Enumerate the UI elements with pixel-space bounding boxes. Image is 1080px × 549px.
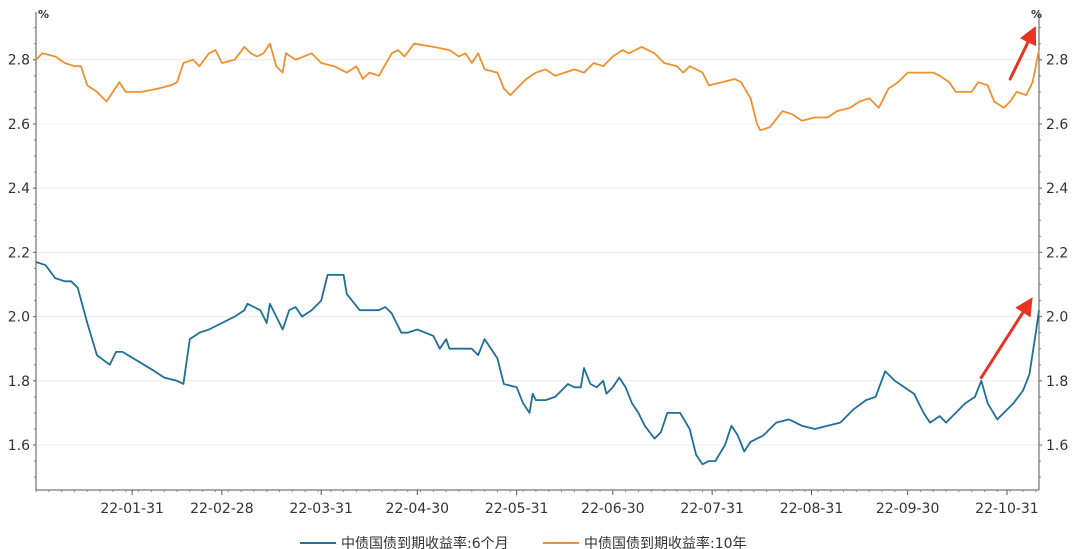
- x-tick-label: 22-02-28: [190, 501, 254, 517]
- x-tick-label: 22-10-31: [975, 501, 1039, 517]
- x-tick-label: 22-01-31: [100, 501, 164, 517]
- y-right-tick-label: 2.4: [1046, 181, 1068, 197]
- y-right-tick-label: 2.8: [1046, 53, 1068, 69]
- x-tick-label: 22-05-31: [485, 501, 549, 517]
- left-axis-unit: %: [38, 8, 49, 21]
- y-left-tick-label: 1.6: [8, 438, 30, 454]
- x-tick-label: 22-03-31: [289, 501, 353, 517]
- y-right-tick-label: 2.2: [1046, 245, 1068, 261]
- y-right-tick-label: 1.8: [1046, 374, 1068, 390]
- legend-label-10y: 中债国债到期收益率:10年: [584, 535, 747, 549]
- annotation-arrow-head-1: [1019, 26, 1037, 47]
- series-lines: [35, 42, 1040, 466]
- annotation-arrows: [979, 26, 1037, 380]
- x-tick-label: 22-07-31: [680, 501, 744, 517]
- y-left-tick-label: 2.0: [8, 310, 30, 326]
- legend: 中债国债到期收益率:6个月 中债国债到期收益率:10年: [300, 535, 747, 549]
- x-tick-label: 22-08-31: [780, 501, 844, 517]
- y-left-tick-label: 2.6: [8, 117, 30, 133]
- right-axis-unit: %: [1031, 8, 1042, 21]
- y-right-tick-label: 1.6: [1046, 438, 1068, 454]
- x-tick-label: 22-04-30: [386, 501, 450, 517]
- y-left-tick-label: 1.8: [8, 374, 30, 390]
- y-right-tick-label: 2.0: [1046, 310, 1068, 326]
- gridlines: [36, 59, 1039, 446]
- y-right-tick-label: 2.6: [1046, 117, 1068, 133]
- annotation-arrow-shaft-1: [1008, 40, 1030, 81]
- axes: 1.6 1.8 2.0 2.2 2.4 2.6 2.8 1.6 1.8 2.0 2.2 2.4 2.6 2…: [8, 12, 1068, 517]
- x-tick-label: 22-06-30: [581, 501, 645, 517]
- x-tick-label: 22-09-30: [876, 501, 940, 517]
- annotation-arrow-shaft-2: [979, 311, 1025, 380]
- y-left-tick-label: 2.4: [8, 181, 30, 197]
- y-left-tick-label: 2.8: [8, 53, 30, 69]
- annotation-arrow-head-2: [1015, 297, 1033, 318]
- series-line-6m: [35, 261, 1040, 466]
- y-left-tick-label: 2.2: [8, 245, 30, 261]
- series-line-10y: [35, 42, 1040, 132]
- legend-label-6m: 中债国债到期收益率:6个月: [341, 535, 509, 549]
